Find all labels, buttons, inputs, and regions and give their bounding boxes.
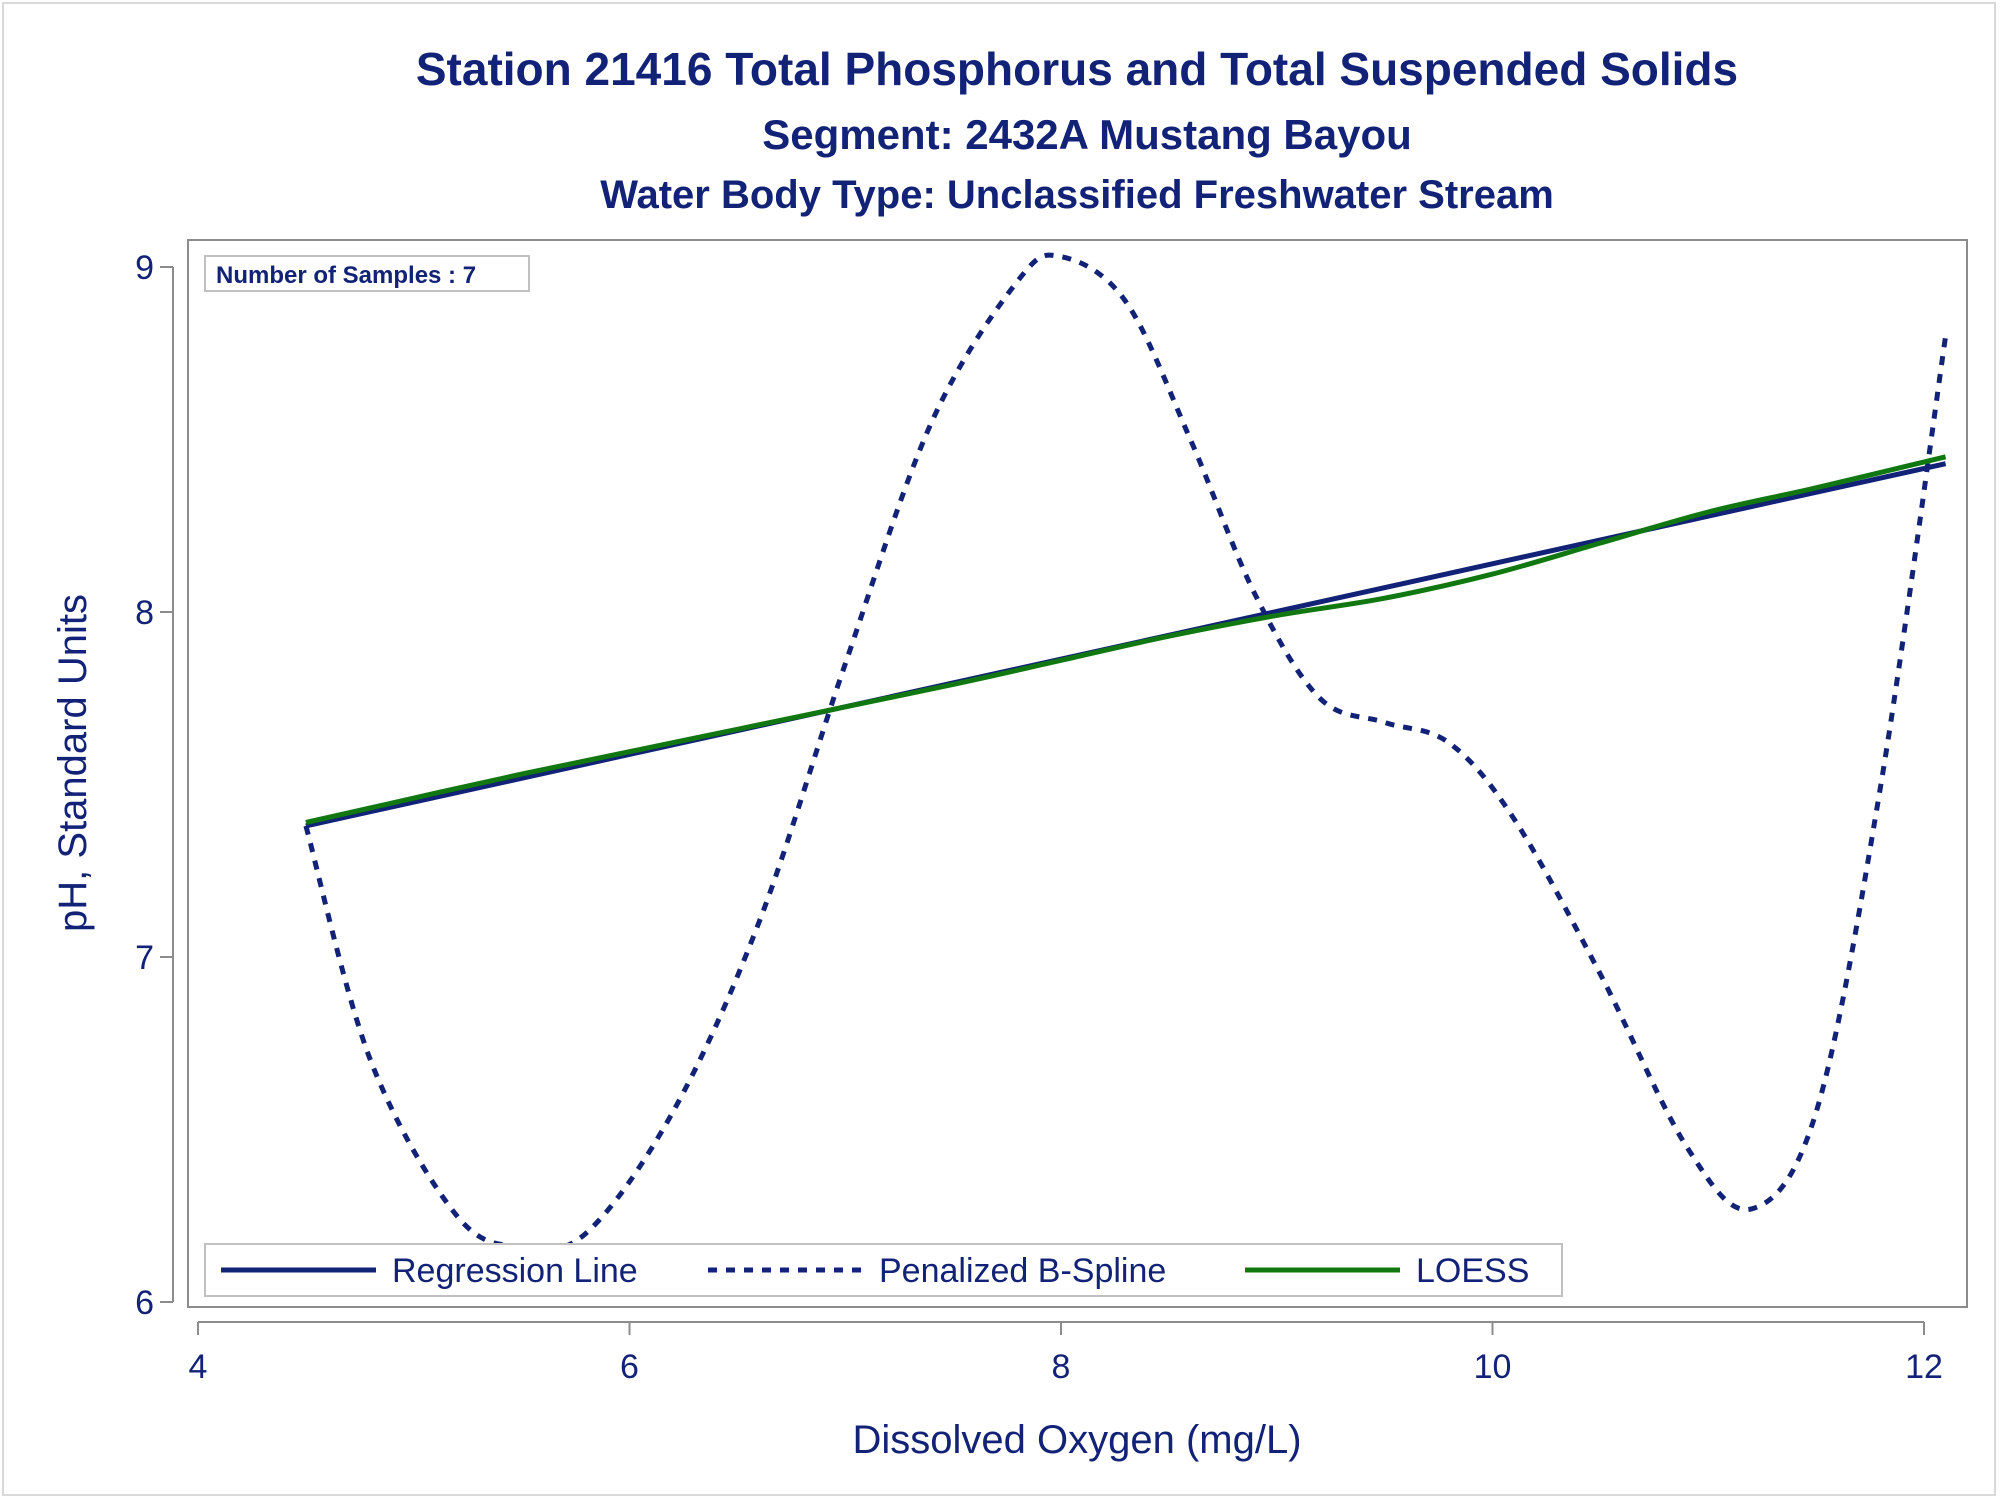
- chart-svg: Station 21416 Total Phosphorus and Total…: [51, 43, 1968, 1462]
- loess-line: [305, 454, 1947, 825]
- sample-count-inset: Number of Samples : 7: [204, 255, 530, 292]
- y-tick-label: 9: [135, 249, 154, 287]
- x-tick-label: 4: [189, 1348, 208, 1386]
- legend-loess-label: LOESS: [1416, 1252, 1529, 1290]
- penalized-bspline-line: [303, 252, 1949, 1253]
- y-axis: 6 7 8 9: [135, 249, 174, 1322]
- y-tick-label: 6: [135, 1284, 154, 1322]
- legend-penalized-bspline-item: Penalized B-Spline: [708, 1252, 1166, 1290]
- x-tick-label: 12: [1905, 1348, 1943, 1386]
- legend-loess-item: LOESS: [1245, 1252, 1529, 1290]
- y-tick-label: 7: [135, 939, 154, 977]
- x-axis-label: Dissolved Oxygen (mg/L): [852, 1418, 1301, 1462]
- x-tick-label: 10: [1474, 1348, 1512, 1386]
- x-axis: 4 6 8 10 12: [189, 1321, 1943, 1386]
- x-tick-label: 8: [1052, 1348, 1071, 1386]
- x-tick-label: 6: [620, 1348, 639, 1386]
- chart-subtitle: Segment: 2432A Mustang Bayou: [762, 111, 1412, 158]
- legend-penalized-bspline-label: Penalized B-Spline: [879, 1252, 1166, 1290]
- chart-title: Station 21416 Total Phosphorus and Total…: [416, 43, 1738, 95]
- plot-area: [187, 239, 1968, 1308]
- legend: Regression Line Penalized B-Spline LOESS: [204, 1243, 1563, 1297]
- y-axis-label: pH, Standard Units: [51, 594, 95, 932]
- legend-regression-item: Regression Line: [221, 1252, 638, 1290]
- sample-count-text: Number of Samples : 7: [216, 262, 476, 289]
- legend-regression-label: Regression Line: [392, 1252, 638, 1290]
- y-tick-label: 8: [135, 594, 154, 632]
- chart-subtitle-2: Water Body Type: Unclassified Freshwater…: [600, 173, 1554, 217]
- sample-count-box: [204, 255, 530, 292]
- series-layer: [303, 252, 1949, 1253]
